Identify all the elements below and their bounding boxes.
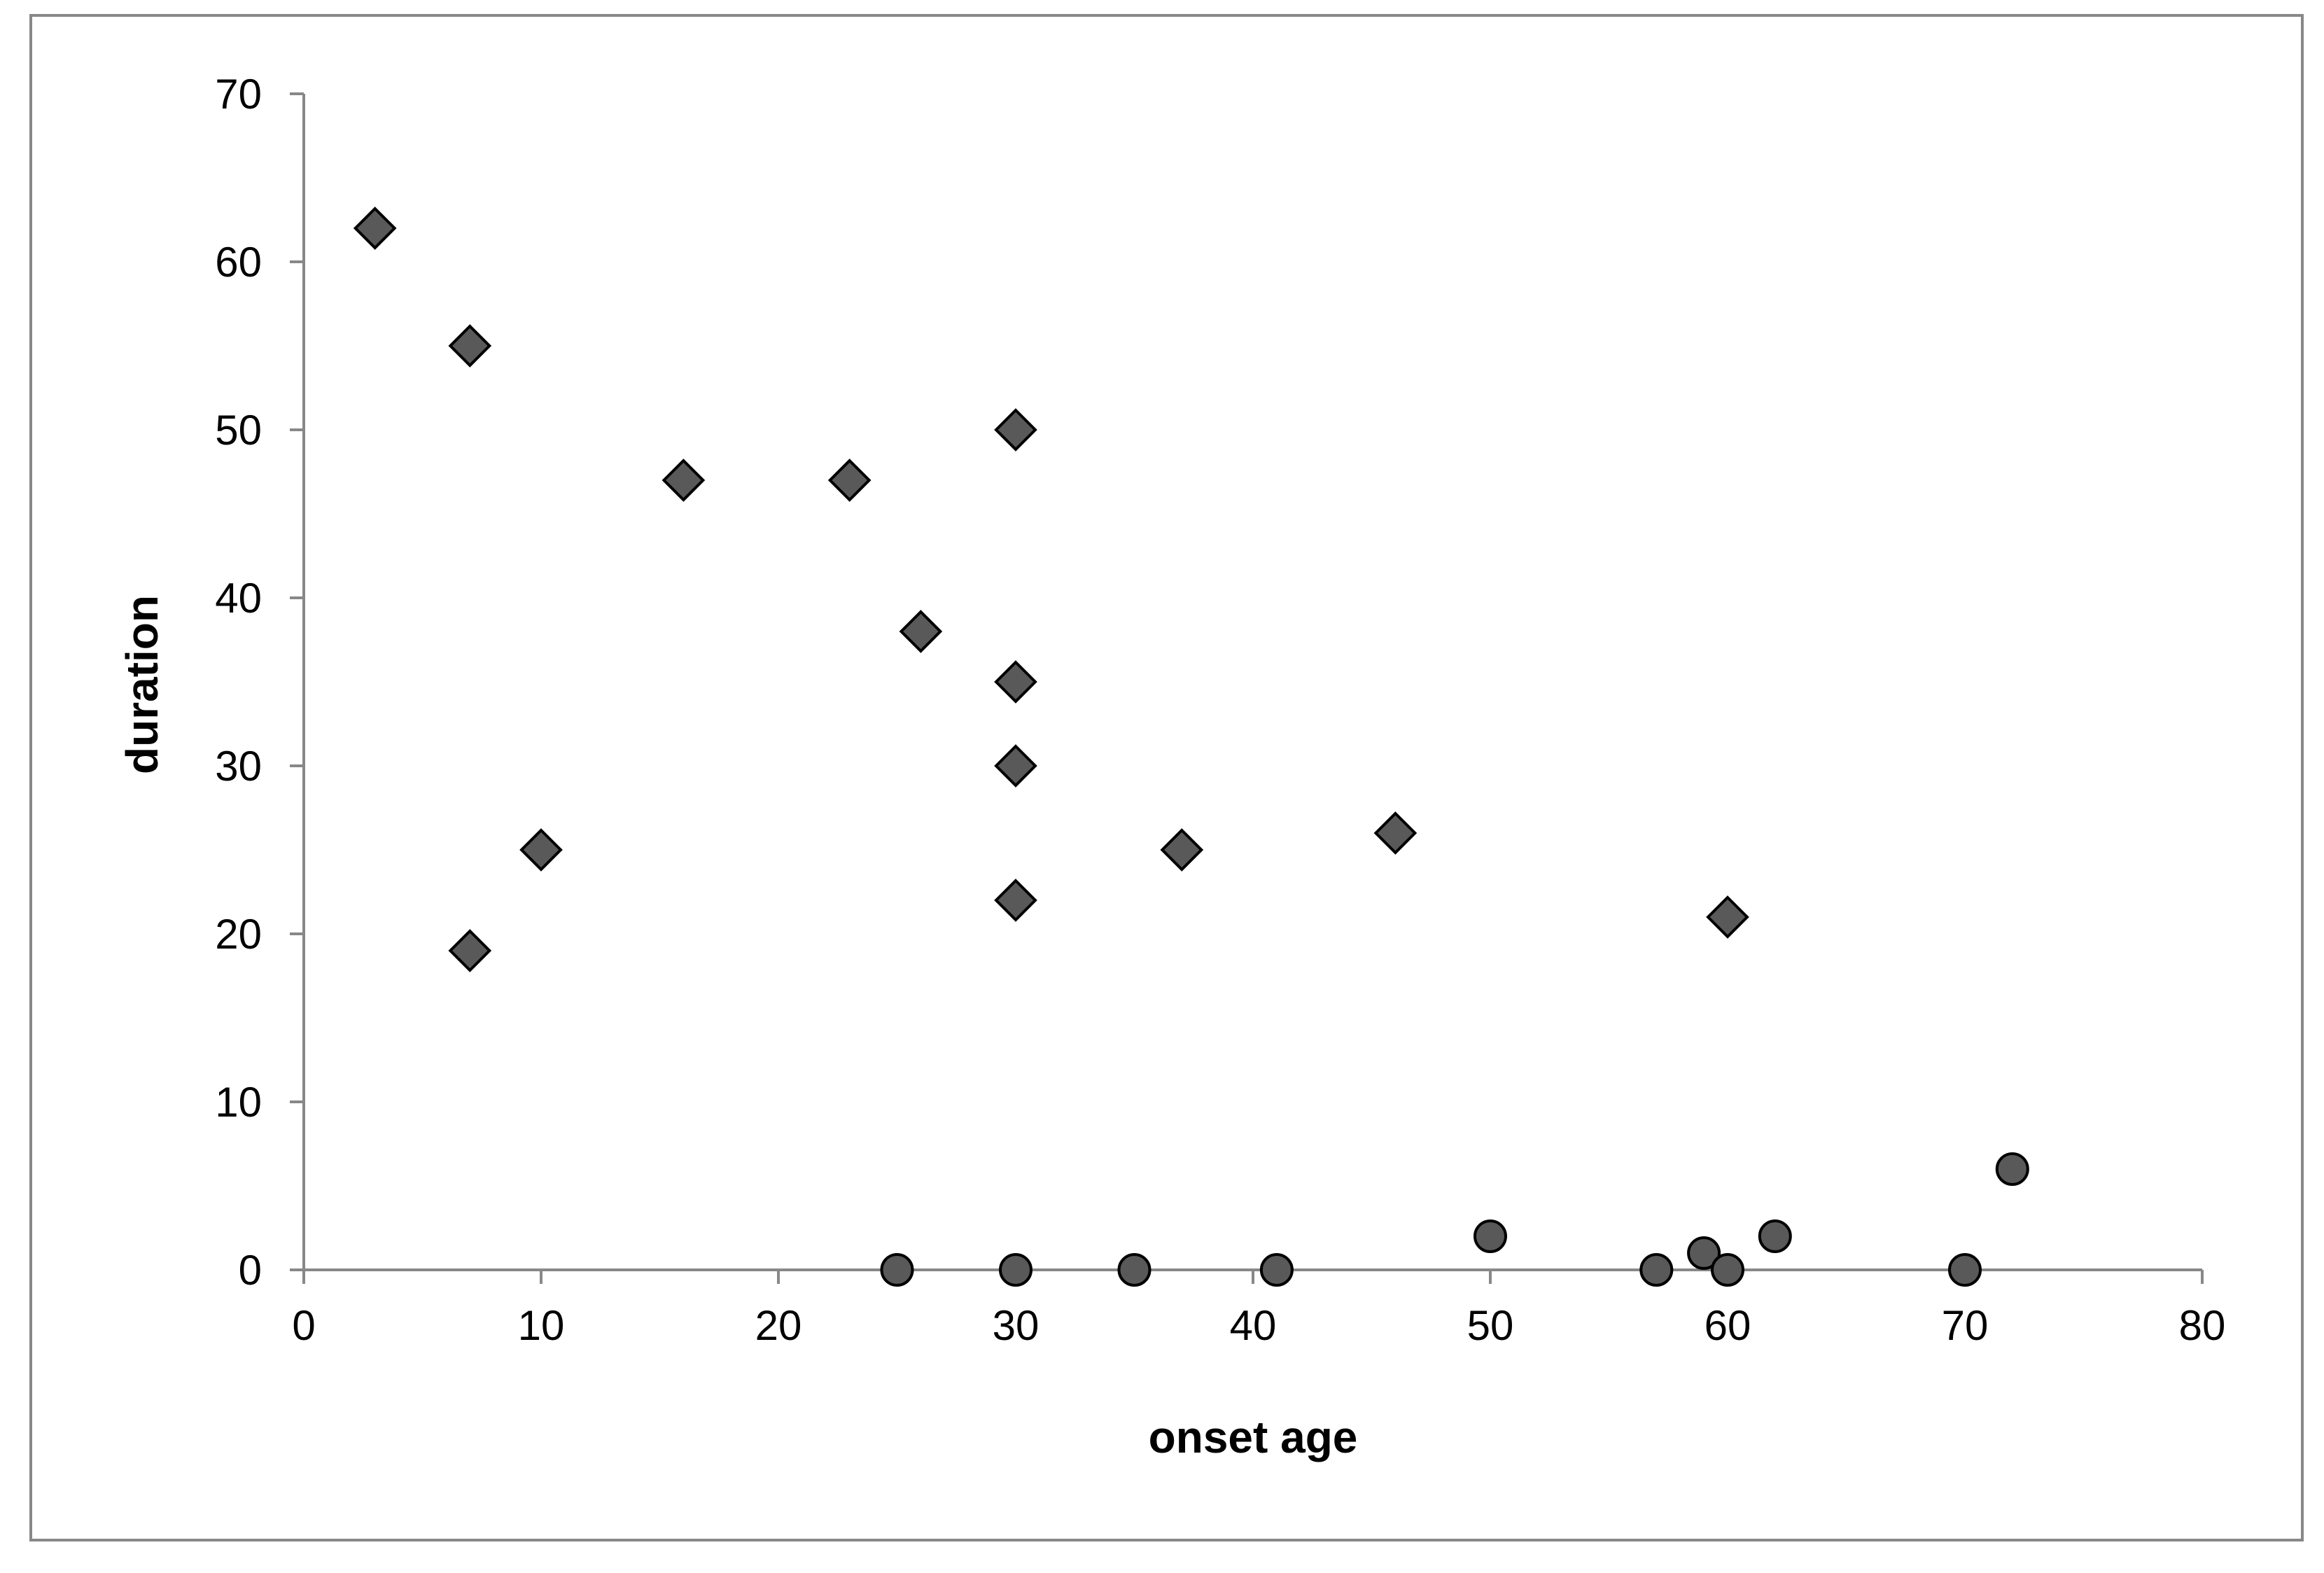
x-axis-title: onset age [1149, 1412, 1358, 1462]
data-point-diamond [899, 610, 943, 653]
x-tick-label: 20 [755, 1302, 802, 1349]
y-tick-label: 70 [215, 71, 262, 118]
y-tick-label: 0 [239, 1247, 262, 1294]
y-tick-label: 60 [215, 239, 262, 286]
data-point-circle [1117, 1253, 1152, 1287]
x-tick-label: 50 [1467, 1302, 1514, 1349]
data-point-circle [1639, 1253, 1674, 1287]
data-point-diamond [662, 459, 706, 502]
data-point-diamond [448, 324, 492, 368]
x-tick-label: 60 [1704, 1302, 1751, 1349]
data-point-circle [1687, 1236, 1721, 1270]
x-tick-label: 40 [1230, 1302, 1277, 1349]
data-point-diamond [519, 828, 563, 872]
y-tick-label: 20 [215, 911, 262, 958]
data-point-circle [1758, 1219, 1792, 1253]
data-point-circle [1259, 1253, 1294, 1287]
x-tick-label: 10 [518, 1302, 565, 1349]
x-axis-ticks: 0 10 20 30 40 50 60 70 80 [292, 1270, 2225, 1349]
chart-border [29, 14, 2304, 1541]
data-point-diamond [353, 207, 397, 250]
data-point-diamond [994, 408, 1037, 452]
data-point-circle [999, 1253, 1032, 1287]
y-axis-title: duration [117, 595, 167, 774]
data-point-circle [1474, 1219, 1507, 1253]
x-tick-label: 70 [1942, 1302, 1989, 1349]
data-point-diamond [448, 929, 492, 972]
data-point-diamond [1160, 828, 1204, 872]
data-point-diamond [827, 459, 872, 502]
y-axis-ticks: 0 10 20 30 40 50 60 70 [215, 71, 304, 1294]
y-tick-label: 10 [215, 1079, 262, 1126]
y-tick-label: 30 [215, 743, 262, 790]
data-point-diamond [994, 660, 1037, 704]
data-point-circle [1711, 1253, 1744, 1287]
data-point-diamond [994, 744, 1037, 788]
data-point-circle [1995, 1152, 2029, 1186]
data-points [353, 207, 2029, 1287]
data-point-diamond [994, 879, 1037, 922]
x-tick-label: 80 [2179, 1302, 2226, 1349]
data-point-circle [880, 1253, 914, 1287]
y-tick-label: 50 [215, 407, 262, 454]
x-tick-label: 0 [292, 1302, 315, 1349]
data-point-circle [1948, 1253, 1982, 1287]
data-point-diamond [1373, 811, 1418, 855]
data-point-diamond [1706, 895, 1749, 939]
x-tick-label: 30 [993, 1302, 1040, 1349]
y-tick-label: 40 [215, 575, 262, 622]
